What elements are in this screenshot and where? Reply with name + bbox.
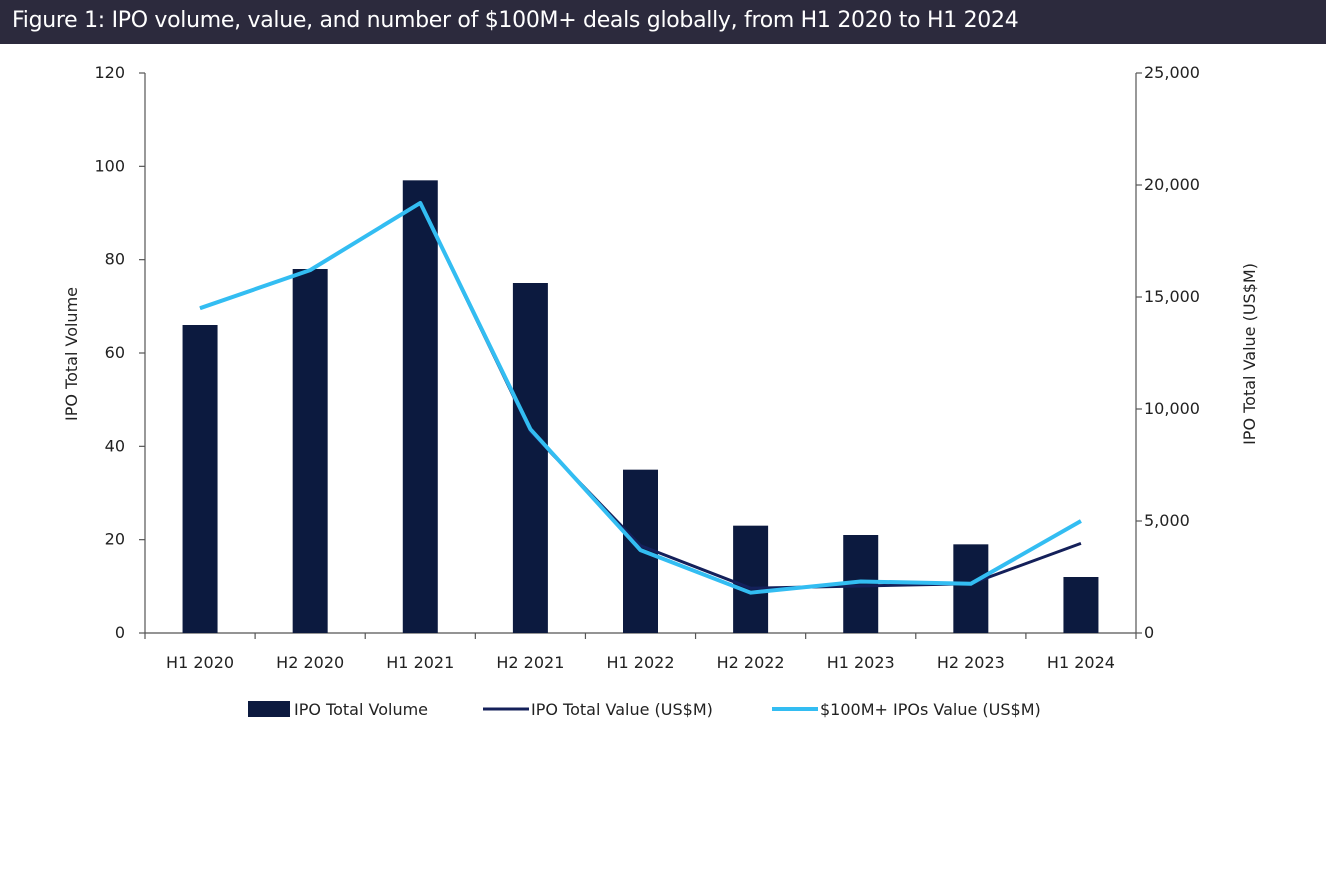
- bar: [182, 325, 218, 633]
- line-series: [199, 200, 1082, 595]
- legend-swatch-bar: [248, 701, 290, 717]
- left-y-tick-label: 20: [105, 530, 125, 549]
- left-y-tick-label: 60: [105, 343, 125, 362]
- figure-title: Figure 1: IPO volume, value, and number …: [12, 8, 1019, 33]
- x-tick-label: H2 2021: [496, 653, 564, 672]
- x-tick-label: H1 2022: [606, 653, 674, 672]
- right-y-tick-label: 0: [1144, 623, 1154, 642]
- x-tick-label: H1 2023: [827, 653, 895, 672]
- right-y-tick-label: 5,000: [1144, 511, 1190, 530]
- left-y-axis-label: IPO Total Volume: [62, 287, 81, 421]
- x-axis: H1 2020 H2 2020 H1 2021 H2 2021 H1 2022 H2 20…: [144, 632, 1137, 672]
- right-y-axis: 0 5,000 10,000 15,000 20,000 25,000: [1135, 63, 1200, 642]
- legend-label: IPO Total Value (US$M): [531, 700, 713, 719]
- right-y-tick-label: 25,000: [1144, 63, 1200, 82]
- left-y-axis: 0 20 40 60 80 100 120: [94, 63, 146, 642]
- bar: [512, 283, 548, 633]
- left-y-tick-label: 80: [105, 250, 125, 269]
- left-y-tick-label: 100: [94, 156, 125, 175]
- legend-label: IPO Total Volume: [294, 700, 428, 719]
- combo-chart: 0 20 40 60 80 100 120 0 5,000 10,000 15,000 20,000…: [62, 63, 1259, 719]
- left-y-tick-label: 0: [115, 623, 125, 642]
- legend-label: $100M+ IPOs Value (US$M): [820, 700, 1041, 719]
- bar: [1063, 577, 1099, 633]
- bar: [733, 525, 769, 633]
- left-y-tick-label: 40: [105, 436, 125, 455]
- x-tick-label: H2 2022: [717, 653, 785, 672]
- right-y-tick-label: 20,000: [1144, 175, 1200, 194]
- x-tick-label: H1 2021: [386, 653, 454, 672]
- bar: [292, 269, 328, 633]
- large-ipo-value-line: [199, 200, 1082, 595]
- legend: IPO Total Volume IPO Total Value (US$M) $1…: [248, 700, 1041, 719]
- bar: [402, 180, 438, 634]
- right-y-tick-label: 10,000: [1144, 399, 1200, 418]
- right-y-axis-label: IPO Total Value (US$M): [1240, 263, 1259, 445]
- x-tick-label: H2 2023: [937, 653, 1005, 672]
- bar-series: [182, 180, 1099, 634]
- right-y-tick-label: 15,000: [1144, 287, 1200, 306]
- left-y-tick-label: 120: [94, 63, 125, 82]
- x-tick-label: H1 2020: [166, 653, 234, 672]
- bar: [953, 544, 989, 633]
- figure-title-bar: Figure 1: IPO volume, value, and number …: [0, 0, 1326, 44]
- x-tick-label: H2 2020: [276, 653, 344, 672]
- x-tick-label: H1 2024: [1047, 653, 1115, 672]
